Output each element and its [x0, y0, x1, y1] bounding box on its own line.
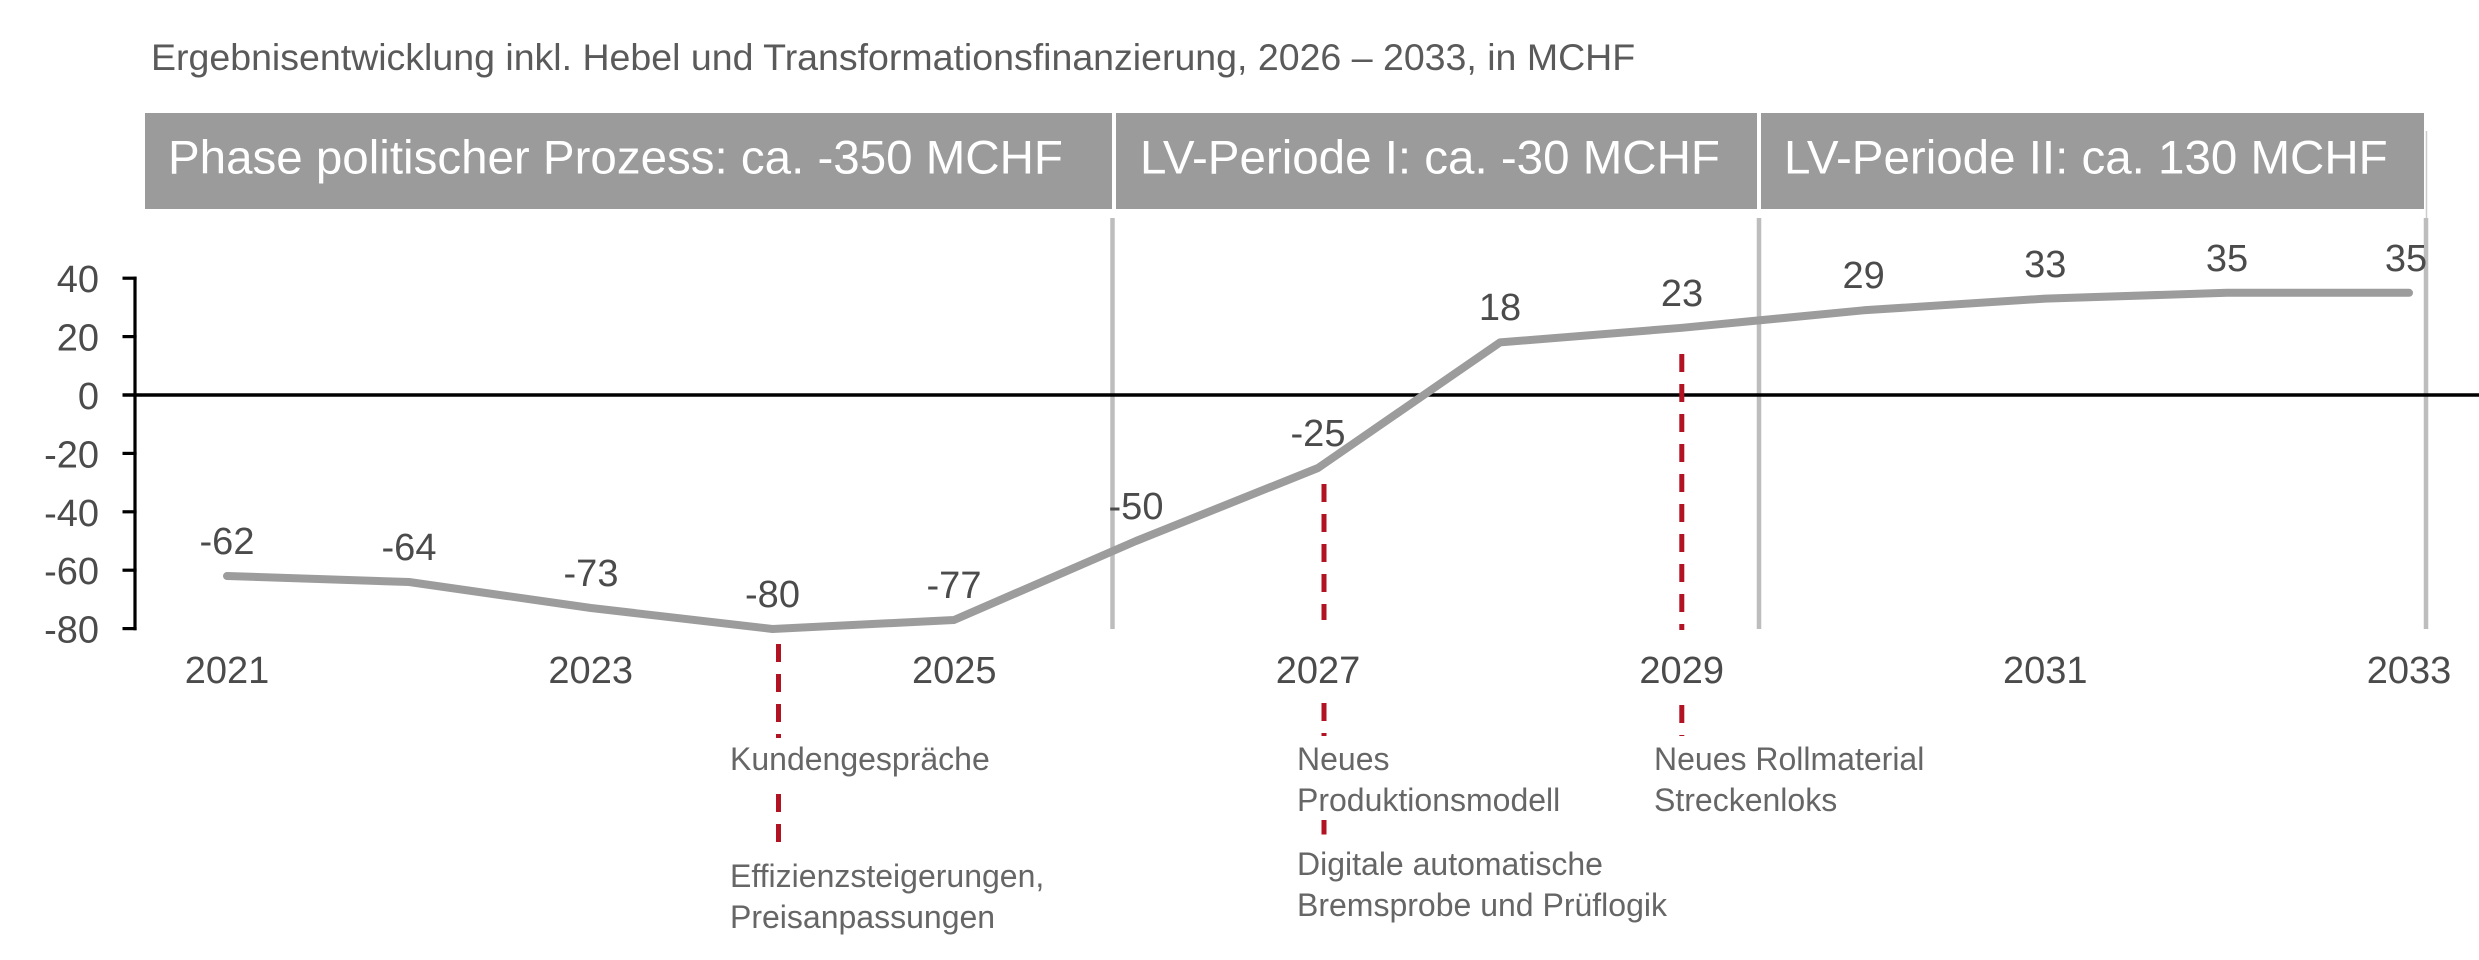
- svg-text:29: 29: [1842, 255, 1884, 297]
- svg-text:2025: 2025: [912, 650, 997, 692]
- svg-text:23: 23: [1661, 273, 1703, 315]
- svg-text:Effizienzsteigerungen,: Effizienzsteigerungen,: [730, 858, 1044, 894]
- svg-text:0: 0: [78, 376, 99, 418]
- svg-text:-80: -80: [44, 610, 99, 652]
- svg-text:2023: 2023: [548, 650, 633, 692]
- svg-text:2029: 2029: [1639, 650, 1724, 692]
- svg-text:Digitale automatische: Digitale automatische: [1297, 846, 1603, 882]
- svg-text:35: 35: [2385, 238, 2427, 280]
- svg-text:2031: 2031: [2003, 650, 2088, 692]
- svg-text:-40: -40: [44, 493, 99, 535]
- svg-text:-25: -25: [1291, 413, 1346, 455]
- svg-text:-50: -50: [1109, 486, 1164, 528]
- svg-text:Streckenloks: Streckenloks: [1654, 782, 1837, 818]
- svg-text:18: 18: [1479, 287, 1521, 329]
- svg-text:Kundengespräche: Kundengespräche: [730, 741, 990, 777]
- svg-text:2033: 2033: [2367, 650, 2452, 692]
- svg-text:Preisanpassungen: Preisanpassungen: [730, 899, 995, 935]
- svg-text:Phase politischer Prozess: ca.: Phase politischer Prozess: ca. -350 MCHF: [168, 132, 1063, 185]
- svg-text:-62: -62: [200, 521, 255, 563]
- svg-text:-60: -60: [44, 551, 99, 593]
- svg-text:-20: -20: [44, 434, 99, 476]
- svg-text:LV-Periode I: ca. -30 MCHF: LV-Periode I: ca. -30 MCHF: [1140, 132, 1720, 185]
- svg-text:Bremsprobe und Prüflogik: Bremsprobe und Prüflogik: [1297, 887, 1668, 923]
- svg-text:2021: 2021: [185, 650, 270, 692]
- svg-text:2027: 2027: [1276, 650, 1361, 692]
- svg-text:20: 20: [57, 318, 99, 360]
- svg-text:-64: -64: [382, 527, 437, 569]
- svg-text:Neues: Neues: [1297, 741, 1390, 777]
- svg-text:Ergebnisentwicklung inkl. Hebe: Ergebnisentwicklung inkl. Hebel und Tran…: [151, 36, 1635, 78]
- svg-text:-80: -80: [745, 574, 800, 616]
- svg-text:-77: -77: [927, 565, 982, 607]
- svg-text:35: 35: [2206, 238, 2248, 280]
- svg-text:33: 33: [2024, 244, 2066, 286]
- svg-text:LV-Periode II: ca. 130 MCHF: LV-Periode II: ca. 130 MCHF: [1784, 132, 2388, 185]
- svg-text:-73: -73: [564, 553, 619, 595]
- svg-text:Produktionsmodell: Produktionsmodell: [1297, 782, 1560, 818]
- svg-text:40: 40: [57, 259, 99, 301]
- svg-text:Neues Rollmaterial: Neues Rollmaterial: [1654, 741, 1924, 777]
